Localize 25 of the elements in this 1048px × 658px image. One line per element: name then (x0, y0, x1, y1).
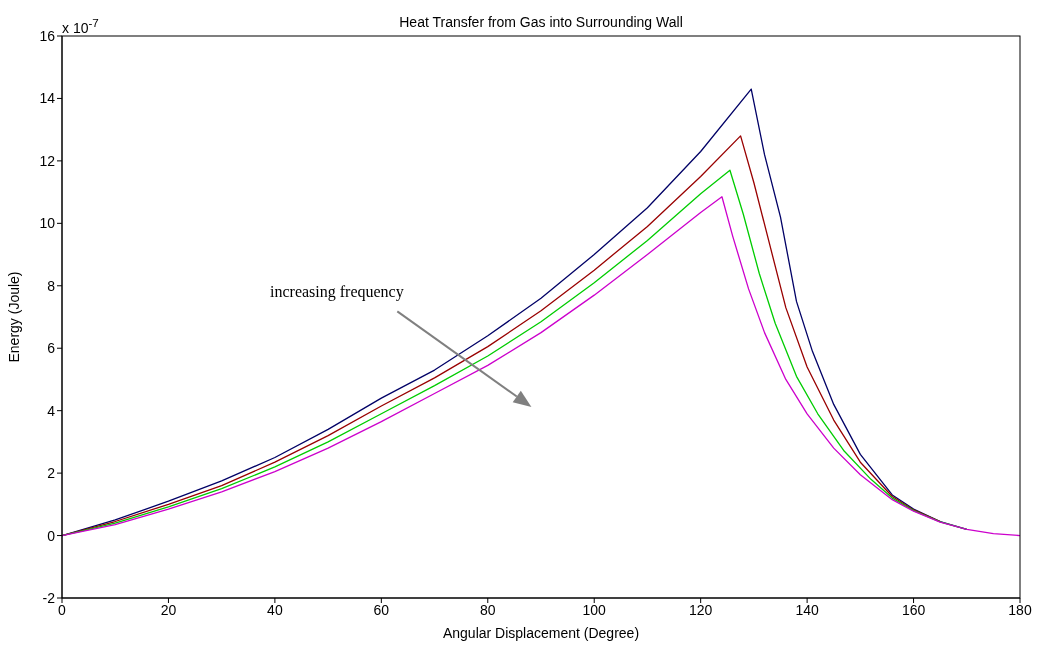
y-tick-label: -2 (42, 589, 56, 606)
x-tick-label: 60 (373, 601, 390, 618)
x-tick-label: 160 (901, 601, 926, 618)
y-tick-label: 6 (47, 340, 56, 357)
y-tick-label: 0 (47, 527, 56, 544)
y-tick-label: 10 (39, 215, 56, 232)
x-tick-label: 0 (58, 601, 67, 618)
x-axis-title: Angular Displacement (Degree) (442, 625, 640, 641)
y-axis-title: Energy (Joule) (5, 271, 22, 363)
x-tick-label: 80 (479, 601, 496, 618)
x-tick-label: 140 (795, 601, 819, 618)
y-tick-label: 12 (39, 152, 56, 169)
text: x 10$^{-7}$ (62, 16, 99, 36)
x-tick-label: 180 (1008, 601, 1032, 618)
y-tick-label: 8 (47, 277, 56, 294)
x-tick-label: 120 (688, 601, 713, 618)
y-tick-label: 4 (47, 402, 56, 419)
x-tick-label: 100 (582, 601, 607, 618)
x-tick-label: 20 (160, 601, 177, 618)
chart-title: Heat Transfer from Gas into Surrounding Wall (399, 14, 683, 30)
annotation: increasing frequency (270, 283, 404, 301)
x-tick-label: 40 (267, 601, 283, 618)
y-tick-label: 2 (47, 465, 56, 482)
y-tick-label: 14 (39, 90, 56, 107)
y-tick-label: 16 (39, 27, 56, 44)
